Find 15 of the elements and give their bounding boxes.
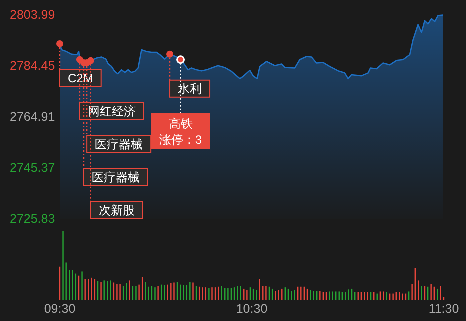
annotation: 网红经济 bbox=[88, 104, 136, 118]
y-tick-label: 2784.45 bbox=[10, 59, 56, 73]
annotation: 次新股 bbox=[98, 203, 135, 218]
y-tick-label: 2803.99 bbox=[10, 8, 56, 22]
annotation: 高铁 bbox=[168, 116, 193, 131]
y-tick-label: 2745.37 bbox=[10, 161, 56, 175]
annotation: 水利 bbox=[178, 82, 202, 96]
x-tick-label: 10:30 bbox=[236, 302, 268, 316]
annotation: 医疗器械 bbox=[95, 137, 144, 152]
annotation: 涨停：3 bbox=[159, 132, 202, 147]
y-tick-label: 2764.91 bbox=[10, 110, 56, 124]
y-tick-label: 2725.83 bbox=[10, 212, 56, 226]
x-tick-label: 09:30 bbox=[44, 302, 76, 316]
annotation: 医疗器械 bbox=[92, 170, 140, 184]
x-tick-label: 11:30 bbox=[428, 302, 460, 316]
